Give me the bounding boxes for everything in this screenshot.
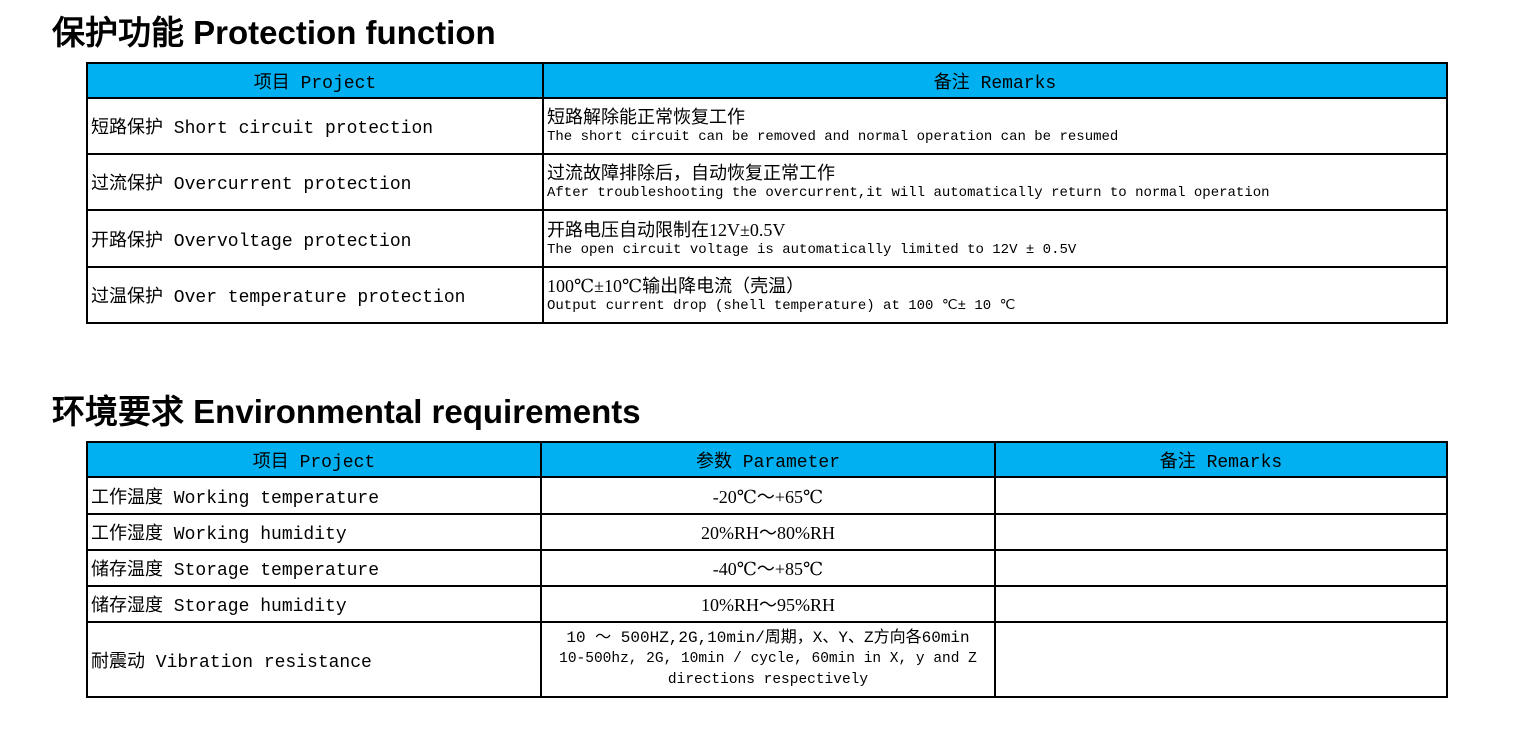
remark-cell xyxy=(994,476,1448,515)
parameter-cell: 10 ～ 500HZ,2G,10min/周期，X、Y、Z方向各60min 10-5… xyxy=(540,621,996,698)
item-cell: 耐震动 Vibration resistance xyxy=(86,621,542,698)
table-row: 工作湿度 Working humidity 20%RH～80%RH xyxy=(86,513,1448,551)
remark-cn: 短路解除能正常恢复工作 xyxy=(547,107,745,127)
header-remarks: 备注 Remarks xyxy=(994,441,1448,478)
remark-cn: 100℃±10℃输出降电流（壳温） xyxy=(547,276,805,296)
table-row: 储存温度 Storage temperature -40℃～+85℃ xyxy=(86,549,1448,587)
item-cell: 过流保护 Overcurrent protection xyxy=(86,153,544,211)
header-parameter: 参数 Parameter xyxy=(540,441,996,478)
remark-cn: 过流故障排除后，自动恢复正常工作 xyxy=(547,163,835,183)
parameter-en: 10-500hz, 2G, 10min / cycle, 60min in X,… xyxy=(559,651,977,688)
table-header: 项目 Project 参数 Parameter 备注 Remarks xyxy=(86,441,1448,478)
remark-cell: 100℃±10℃输出降电流（壳温） Output current drop (sh… xyxy=(542,266,1448,324)
table-header: 项目 Project 备注 Remarks xyxy=(86,62,1448,99)
protection-title: 保护功能 Protection function xyxy=(52,14,496,51)
table-row: 开路保护 Overvoltage protection 开路电压自动限制在12V… xyxy=(86,209,1448,268)
parameter-cell: -20℃～+65℃ xyxy=(540,476,996,515)
remark-en: Output current drop (shell temperature) … xyxy=(547,298,1016,314)
environment-title: 环境要求 Environmental requirements xyxy=(52,393,641,430)
remark-cell xyxy=(994,549,1448,587)
remark-cell xyxy=(994,585,1448,623)
remark-en: The short circuit can be removed and nor… xyxy=(547,129,1119,145)
table-row: 工作温度 Working temperature -20℃～+65℃ xyxy=(86,476,1448,515)
remark-en: The open circuit voltage is automaticall… xyxy=(547,241,1077,258)
item-cell: 过温保护 Over temperature protection xyxy=(86,266,544,324)
remark-cell xyxy=(994,621,1448,698)
protection-table: 项目 Project 备注 Remarks 短路保护 Short circuit… xyxy=(86,62,1448,324)
remark-cell: 过流故障排除后，自动恢复正常工作 After troubleshooting th… xyxy=(542,153,1448,211)
table-row: 储存湿度 Storage humidity 10%RH～95%RH xyxy=(86,585,1448,623)
item-cell: 储存湿度 Storage humidity xyxy=(86,585,542,623)
header-project: 项目 Project xyxy=(86,441,542,478)
remark-cn: 开路电压自动限制在12V±0.5V xyxy=(547,219,786,240)
remark-cell: 开路电压自动限制在12V±0.5V The open circuit voltag… xyxy=(542,209,1448,268)
item-cell: 开路保护 Overvoltage protection xyxy=(86,209,544,268)
item-cell: 储存温度 Storage temperature xyxy=(86,549,542,587)
header-project: 项目 Project xyxy=(86,62,544,99)
table-row: 耐震动 Vibration resistance 10 ～ 500HZ,2G,1… xyxy=(86,621,1448,698)
item-cell: 工作湿度 Working humidity xyxy=(86,513,542,551)
parameter-cell: -40℃～+85℃ xyxy=(540,549,996,587)
header-remarks: 备注 Remarks xyxy=(542,62,1448,99)
parameter-cell: 20%RH～80%RH xyxy=(540,513,996,551)
parameter-cell: 10%RH～95%RH xyxy=(540,585,996,623)
item-cell: 工作温度 Working temperature xyxy=(86,476,542,515)
remark-en: After troubleshooting the overcurrent,it… xyxy=(547,185,1270,201)
table-row: 过流保护 Overcurrent protection 过流故障排除后，自动恢复… xyxy=(86,153,1448,211)
parameter-cn: 10 ～ 500HZ,2G,10min/周期，X、Y、Z方向各60min xyxy=(566,629,970,647)
item-cell: 短路保护 Short circuit protection xyxy=(86,97,544,155)
environment-table: 项目 Project 参数 Parameter 备注 Remarks 工作温度 … xyxy=(86,441,1448,698)
table-row: 短路保护 Short circuit protection 短路解除能正常恢复工… xyxy=(86,97,1448,155)
remark-cell xyxy=(994,513,1448,551)
table-row: 过温保护 Over temperature protection 100℃±10… xyxy=(86,266,1448,324)
remark-cell: 短路解除能正常恢复工作 The short circuit can be remo… xyxy=(542,97,1448,155)
